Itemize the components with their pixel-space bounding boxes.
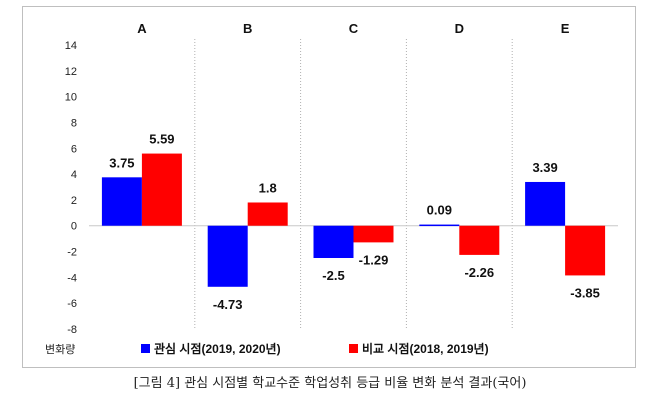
y-tick-label: 14 (65, 40, 77, 52)
data-label: 5.59 (149, 132, 174, 147)
bar-compare-e (565, 225, 606, 276)
y-tick-label: -8 (67, 324, 77, 336)
y-tick-label: 12 (65, 66, 77, 78)
bar-chart: 14 12 10 8 6 4 2 0 -2 -4 -6 -8 A B C D E 3.75 5.59 -4.73 1.8… (45, 21, 618, 356)
category-label: C (349, 21, 359, 36)
legend-swatch (141, 344, 150, 353)
y-tick-label: 6 (71, 143, 77, 155)
y-tick-label: 2 (71, 195, 77, 207)
y-tick-label: -6 (67, 298, 77, 310)
y-tick-label: 4 (71, 169, 77, 181)
data-label: -2.5 (322, 268, 344, 283)
legend-label: 관심 시점(2019, 2020년) (154, 341, 281, 356)
bar-compare-d (459, 225, 500, 255)
category-label: D (455, 21, 464, 36)
legend-label: 비교 시점(2018, 2019년) (362, 341, 489, 356)
bar-focus-d (419, 224, 460, 227)
bar-compare-c (353, 225, 394, 243)
category-label: E (561, 21, 570, 36)
bar-compare-a (141, 153, 182, 226)
y-tick-label: 10 (65, 92, 77, 104)
bar-compare-b (247, 202, 288, 226)
data-label: -3.85 (570, 285, 600, 300)
category-label: A (137, 21, 147, 36)
y-tick-label: -4 (67, 272, 77, 284)
data-label: -1.29 (359, 252, 389, 267)
category-label: B (243, 21, 252, 36)
data-label: 3.39 (532, 160, 557, 175)
bar-focus-a (101, 177, 142, 226)
data-label: -2.26 (464, 265, 494, 280)
y-axis-label: 변화량 (45, 343, 75, 356)
bar-focus-e (525, 181, 566, 226)
y-tick-label: 8 (71, 117, 77, 129)
data-label: 3.75 (109, 155, 134, 170)
y-tick-label: 0 (71, 221, 77, 233)
bar-focus-b (207, 225, 248, 287)
bar-focus-c (313, 225, 354, 258)
y-tick-label: -2 (67, 247, 77, 259)
data-label: 0.09 (427, 203, 452, 218)
figure-caption: [그림 4] 관심 시점별 학교수준 학업성취 등급 비율 변화 분석 결과(국… (133, 376, 527, 391)
legend-swatch (349, 344, 358, 353)
data-label: 1.8 (259, 180, 277, 195)
chart-frame: 14 12 10 8 6 4 2 0 -2 -4 -6 -8 A B C D E 3.75 5.59 -4.73 1.8… (22, 6, 636, 368)
data-label: -4.73 (213, 297, 243, 312)
